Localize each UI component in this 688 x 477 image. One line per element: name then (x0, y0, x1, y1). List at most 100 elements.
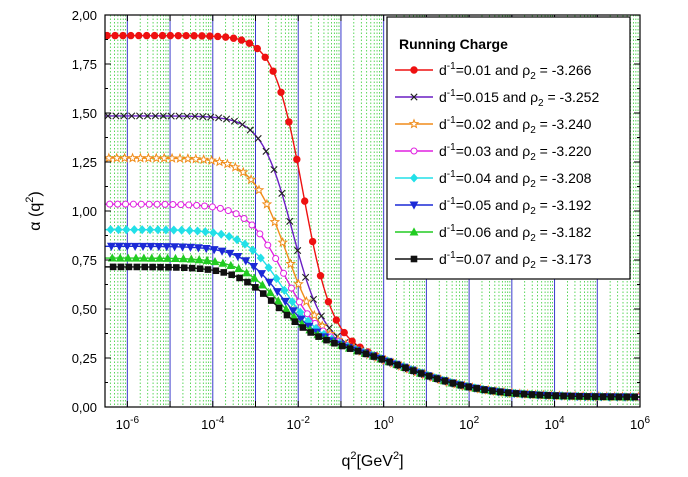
data-point (147, 253, 157, 262)
data-point (346, 345, 354, 352)
legend-title: Running Charge (399, 36, 508, 52)
legend-entry-0.015: d-1=0.015 and ρ2 = -3.252 (395, 88, 599, 109)
data-point (257, 280, 267, 289)
legend-label: d-1=0.02 and ρ2 = -3.240 (439, 115, 592, 136)
data-point (544, 392, 552, 399)
x-tick-label: 10-6 (116, 415, 140, 432)
series-layer (105, 31, 640, 402)
data-point (106, 200, 114, 208)
data-point (277, 88, 285, 96)
data-point (115, 253, 125, 262)
y-tick-label: 0,50 (72, 302, 97, 317)
data-point (202, 255, 212, 264)
data-point (204, 266, 212, 273)
data-point (520, 390, 528, 398)
legend-marker (410, 147, 418, 155)
data-point (158, 31, 167, 40)
data-point (217, 229, 226, 239)
data-point (248, 221, 256, 229)
data-point (143, 112, 152, 120)
data-point (489, 387, 496, 395)
data-point (615, 393, 623, 401)
data-point (252, 284, 259, 291)
data-point (130, 242, 140, 251)
data-point (238, 120, 246, 129)
data-point (180, 264, 188, 272)
data-point (304, 322, 314, 331)
data-point (209, 228, 218, 238)
legend-entry-0.07: d-1=0.07 and ρ2 = -3.173 (395, 250, 592, 271)
x-tick-label: 100 (374, 415, 394, 432)
y-tick-label: 0,25 (72, 351, 97, 366)
data-point (528, 391, 536, 398)
data-point (536, 391, 544, 399)
data-point (309, 309, 320, 320)
data-point (607, 393, 615, 401)
data-point (293, 278, 304, 289)
data-point (206, 32, 214, 40)
data-point (120, 112, 128, 120)
data-point (481, 386, 488, 394)
legend-entry-0.05: d-1=0.05 and ρ2 = -3.192 (395, 196, 592, 217)
data-point (149, 263, 156, 271)
data-point (230, 117, 239, 125)
data-point (394, 361, 401, 369)
data-point (457, 381, 465, 389)
data-point (245, 39, 254, 47)
data-point (236, 274, 243, 282)
data-point (139, 253, 149, 262)
data-point (280, 297, 290, 307)
data-point (315, 333, 322, 340)
data-point (410, 367, 417, 374)
x-axis-title: q2[GeV2] (341, 450, 403, 470)
legend-marker (410, 93, 418, 101)
data-point (208, 203, 216, 211)
legend-marker (408, 118, 420, 129)
data-point (182, 31, 190, 40)
data-point (288, 307, 298, 316)
legend-entry-0.03: d-1=0.03 and ρ2 = -3.220 (395, 142, 592, 163)
data-point (109, 263, 117, 271)
data-point (220, 269, 228, 276)
data-point (234, 263, 244, 273)
data-point (225, 231, 234, 242)
data-point (138, 242, 148, 252)
data-point (245, 174, 257, 185)
data-point (154, 242, 164, 252)
data-point (122, 200, 130, 208)
data-point (171, 253, 180, 263)
y-tick-label: 0,75 (72, 253, 97, 268)
data-point (233, 253, 243, 262)
legend-entry-0.04: d-1=0.04 and ρ2 = -3.208 (395, 169, 592, 190)
axis-layer: 0,00 0,25 0,50 0,75 1,00 1,25 1,50 1,75 2,00 10-6… (24, 8, 650, 470)
data-point (287, 284, 295, 292)
data-point (242, 268, 252, 277)
data-point (215, 114, 223, 122)
legend-label: d-1=0.06 and ρ2 = -3.182 (439, 223, 592, 244)
data-point (119, 31, 127, 40)
data-point (166, 152, 178, 163)
legend-entry-0.06: d-1=0.06 and ρ2 = -3.182 (395, 223, 592, 244)
data-point (186, 243, 195, 252)
legend-label: d-1=0.03 and ρ2 = -3.220 (439, 142, 592, 163)
data-point (303, 310, 311, 318)
data-point (161, 200, 169, 208)
data-point (226, 260, 236, 269)
data-point (232, 235, 242, 245)
data-point (307, 329, 315, 336)
data-point (201, 202, 209, 210)
data-point (222, 115, 231, 123)
data-point (261, 198, 273, 209)
data-point (133, 263, 141, 271)
data-point (169, 200, 177, 208)
data-point (449, 379, 457, 387)
data-point (177, 201, 185, 209)
data-point (232, 210, 240, 218)
data-point (155, 253, 165, 262)
data-point (212, 267, 220, 275)
series-0.07 (105, 263, 640, 401)
data-point (275, 304, 283, 312)
data-point (386, 358, 394, 366)
data-point (272, 255, 280, 263)
